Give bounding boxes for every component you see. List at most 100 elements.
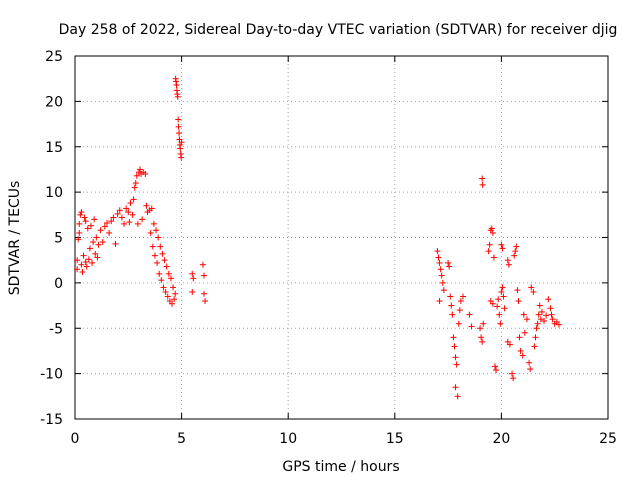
data-point: [134, 220, 141, 227]
data-point: [169, 300, 176, 307]
data-point: [118, 214, 125, 221]
data-point: [131, 184, 138, 191]
data-point: [494, 303, 501, 310]
data-point: [452, 354, 459, 361]
data-point: [174, 93, 181, 100]
data-point: [82, 218, 89, 225]
y-tick-label: -10: [40, 367, 63, 383]
plot-frame: [74, 55, 609, 420]
data-point: [129, 211, 136, 218]
data-point: [177, 145, 184, 152]
data-point: [178, 154, 185, 161]
data-point: [434, 248, 441, 255]
data-point: [448, 302, 455, 309]
data-point: [555, 321, 562, 328]
data-point: [548, 311, 555, 318]
data-point: [545, 296, 552, 303]
data-point: [511, 252, 518, 259]
data-point: [89, 259, 96, 266]
data-point: [74, 266, 81, 273]
data-point: [499, 284, 506, 291]
data-point: [447, 293, 454, 300]
data-point: [155, 234, 162, 241]
data-point: [452, 384, 459, 391]
data-point: [489, 229, 496, 236]
x-tick-label: 5: [177, 431, 186, 447]
data-point: [101, 223, 108, 230]
data-point: [99, 239, 106, 246]
y-tick-label: 5: [54, 231, 63, 247]
data-point: [479, 181, 486, 188]
data-point: [536, 302, 543, 309]
data-point: [171, 296, 178, 303]
data-point: [541, 317, 548, 324]
data-point: [116, 207, 123, 214]
data-point: [200, 272, 207, 279]
data-point: [200, 290, 207, 297]
data-point: [453, 361, 460, 368]
data-point: [75, 236, 82, 243]
data-point: [498, 241, 505, 248]
data-point: [527, 366, 534, 373]
data-point: [92, 250, 99, 257]
axis-ticks: 0 5 10 15 20 25 25 20 15 10 5 0 -5 -10 -15: [40, 49, 617, 447]
data-point: [547, 305, 554, 312]
data-point: [531, 343, 538, 350]
data-point: [445, 259, 452, 266]
data-point: [477, 325, 484, 332]
data-point: [78, 261, 85, 268]
data-point: [178, 139, 185, 146]
data-point: [449, 311, 456, 318]
data-point: [80, 252, 87, 259]
data-point: [509, 370, 516, 377]
data-point: [81, 214, 88, 221]
data-point: [519, 352, 526, 359]
data-point: [528, 284, 535, 291]
data-point: [504, 257, 511, 264]
data-point: [520, 311, 527, 318]
data-point: [165, 270, 172, 277]
data-point: [190, 275, 197, 282]
y-tick-label: -5: [49, 321, 63, 337]
data-point: [77, 211, 84, 218]
data-point: [495, 296, 502, 303]
data-point: [87, 222, 94, 229]
data-points: [74, 75, 562, 400]
data-point: [139, 216, 146, 223]
y-tick-label: 15: [45, 140, 63, 156]
data-point: [123, 205, 130, 212]
x-tick-label: 25: [599, 431, 617, 447]
data-point: [549, 316, 556, 323]
data-point: [126, 219, 133, 226]
data-point: [95, 241, 102, 248]
data-point: [436, 259, 443, 266]
data-point: [516, 334, 523, 341]
data-point: [513, 243, 520, 250]
data-point: [506, 341, 513, 348]
data-point: [93, 234, 100, 241]
data-point: [147, 229, 154, 236]
data-point: [189, 270, 196, 277]
data-point: [440, 287, 447, 294]
data-point: [173, 82, 180, 89]
data-point: [153, 227, 160, 234]
y-tick-label: 25: [45, 49, 63, 65]
data-point: [489, 300, 496, 307]
data-point: [526, 359, 533, 366]
data-point: [97, 227, 104, 234]
data-point: [132, 180, 139, 187]
data-point: [74, 257, 81, 264]
data-point: [164, 293, 171, 300]
data-point: [143, 202, 150, 209]
data-point: [435, 254, 442, 261]
y-tick-label: 10: [45, 185, 63, 201]
data-point: [170, 284, 177, 291]
data-point: [91, 216, 98, 223]
data-point: [505, 261, 512, 268]
data-point: [437, 266, 444, 273]
data-point: [450, 334, 457, 341]
x-tick-label: 15: [386, 431, 404, 447]
data-point: [455, 320, 462, 327]
data-point: [79, 268, 86, 275]
data-point: [103, 219, 110, 226]
